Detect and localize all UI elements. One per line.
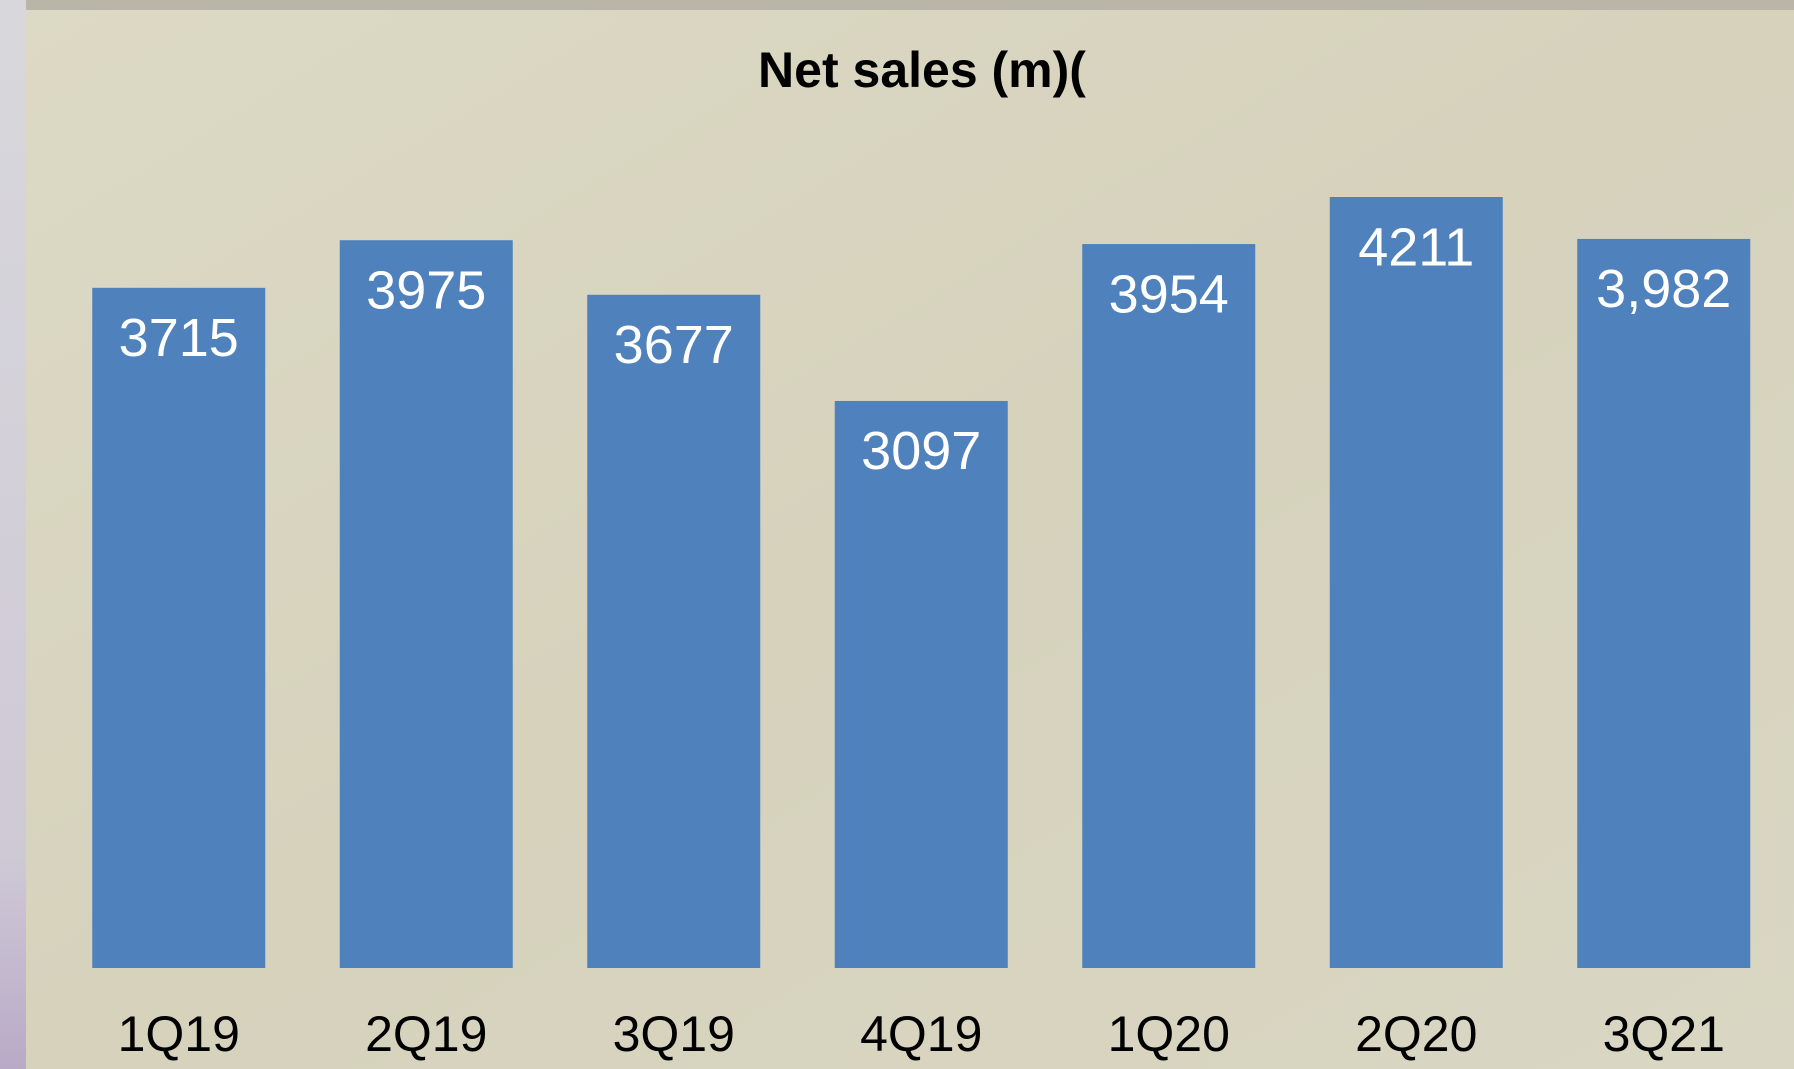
data-label: 3677 [614,315,734,375]
x-tick-label: 3Q21 [1603,1006,1725,1062]
side-strip [0,0,26,1069]
bar [587,295,760,968]
chart-title: Net sales (m)( [758,42,1086,98]
bar [1577,239,1750,968]
bar [1330,197,1503,968]
bar [92,288,265,968]
data-label: 3715 [119,308,239,368]
x-tick-label: 1Q20 [1108,1006,1230,1062]
bar [835,401,1008,968]
x-tick-label: 4Q19 [860,1006,982,1062]
data-label: 4211 [1358,217,1474,277]
page: Net sales (m)( 1Q19 3715 2Q19 3975 3Q19 3677 4… [0,0,1794,1069]
bar [340,240,513,968]
bar [1082,244,1255,968]
x-tick-label: 3Q19 [613,1006,735,1062]
data-label: 3097 [861,421,981,481]
x-tick-label: 2Q19 [365,1006,487,1062]
x-tick-label: 2Q20 [1355,1006,1477,1062]
data-label: 3954 [1109,264,1229,324]
chart: Net sales (m)( 1Q19 3715 2Q19 3975 3Q19 3677 4… [0,0,1794,1069]
data-label: 3975 [366,260,486,320]
top-edge [26,0,1794,10]
x-tick-label: 1Q19 [118,1006,240,1062]
data-label: 3,982 [1596,259,1731,319]
